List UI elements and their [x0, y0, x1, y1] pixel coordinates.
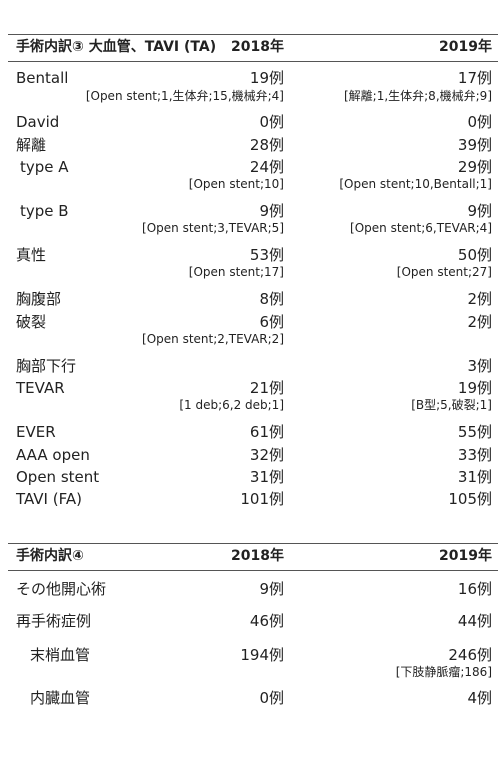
value-2018: 46例: [249, 612, 284, 630]
value-2018: 32例: [249, 446, 284, 464]
note-2018: [Open stent;2,TEVAR;2]: [142, 332, 284, 346]
section3-title: 手術内訳③ 大血管、TAVI (TA): [16, 39, 217, 55]
value-2018: 0例: [259, 689, 284, 707]
section4-col-2018: 2018年: [231, 548, 284, 564]
note-2019: [Open stent;10,Bentall;1]: [339, 177, 492, 191]
section3-col-2019: 2019年: [439, 39, 492, 55]
row-label: EVER: [16, 423, 56, 441]
value-2018: 0例: [259, 113, 284, 131]
note-2019: [下肢静脈瘤;186]: [395, 665, 492, 679]
note-2019: [解離;1,生体弁;8,機械弁;9]: [343, 89, 492, 103]
value-2019: 17例: [457, 69, 492, 87]
value-2018: 61例: [249, 423, 284, 441]
value-2018: 21例: [249, 379, 284, 397]
value-2019: 31例: [457, 468, 492, 486]
note-2018: [Open stent;1,生体弁;15,機械弁;4]: [85, 89, 284, 103]
value-2019: 33例: [457, 446, 492, 464]
row-label: 解離: [16, 136, 47, 154]
section3-col-2018: 2018年: [231, 39, 284, 55]
row-label: type A: [20, 158, 69, 176]
row-label: 胸部下行: [16, 357, 77, 375]
section3-top-rule: [8, 34, 498, 35]
note-2018: [Open stent;17]: [188, 265, 284, 279]
value-2019: 44例: [457, 612, 492, 630]
value-2019: 16例: [457, 580, 492, 598]
value-2018: 31例: [249, 468, 284, 486]
value-2019: 4例: [467, 689, 492, 707]
note-2019: [Open stent;27]: [396, 265, 492, 279]
value-2018: 101例: [240, 490, 284, 508]
value-2019: 50例: [457, 246, 492, 264]
value-2018: 9例: [259, 202, 284, 220]
value-2019: 39例: [457, 136, 492, 154]
value-2019: 2例: [467, 313, 492, 331]
note-2018: [Open stent;3,TEVAR;5]: [142, 221, 284, 235]
section4-header-rule: [8, 570, 498, 571]
value-2019: 2例: [467, 290, 492, 308]
section3-header-rule: [8, 61, 498, 62]
row-label: 末梢血管: [30, 646, 91, 664]
value-2018: 24例: [249, 158, 284, 176]
value-2019: 9例: [467, 202, 492, 220]
row-label: 内臓血管: [30, 689, 91, 707]
row-label: AAA open: [16, 446, 90, 464]
value-2018: 9例: [259, 580, 284, 598]
value-2018: 8例: [259, 290, 284, 308]
section4-top-rule: [8, 543, 498, 544]
section4-col-2019: 2019年: [439, 548, 492, 564]
value-2018: 53例: [249, 246, 284, 264]
value-2019: 105例: [448, 490, 492, 508]
value-2018: 194例: [240, 646, 284, 664]
row-label: 再手術症例: [16, 612, 92, 630]
value-2019: 19例: [457, 379, 492, 397]
note-2018: [1 deb;6,2 deb;1]: [179, 398, 284, 412]
value-2019: 55例: [457, 423, 492, 441]
value-2019: 3例: [467, 357, 492, 375]
row-label: その他開心術: [16, 580, 107, 598]
value-2018: 19例: [249, 69, 284, 87]
value-2019: 0例: [467, 113, 492, 131]
row-label: Bentall: [16, 69, 69, 87]
note-2019: [Open stent;6,TEVAR;4]: [350, 221, 492, 235]
row-label: type B: [20, 202, 69, 220]
row-label: 胸腹部: [16, 290, 62, 308]
row-label: Open stent: [16, 468, 100, 486]
value-2018: 28例: [249, 136, 284, 154]
row-label: TAVI (FA): [16, 490, 82, 508]
row-label: 真性: [16, 246, 47, 264]
note-2018: [Open stent;10]: [188, 177, 284, 191]
row-label: David: [16, 113, 60, 131]
section4-title: 手術内訳④: [16, 548, 84, 564]
row-label: 破裂: [16, 313, 47, 331]
row-label: TEVAR: [16, 379, 65, 397]
value-2019: 246例: [448, 646, 492, 664]
value-2019: 29例: [457, 158, 492, 176]
note-2019: [B型;5,破裂;1]: [411, 398, 492, 412]
value-2018: 6例: [259, 313, 284, 331]
